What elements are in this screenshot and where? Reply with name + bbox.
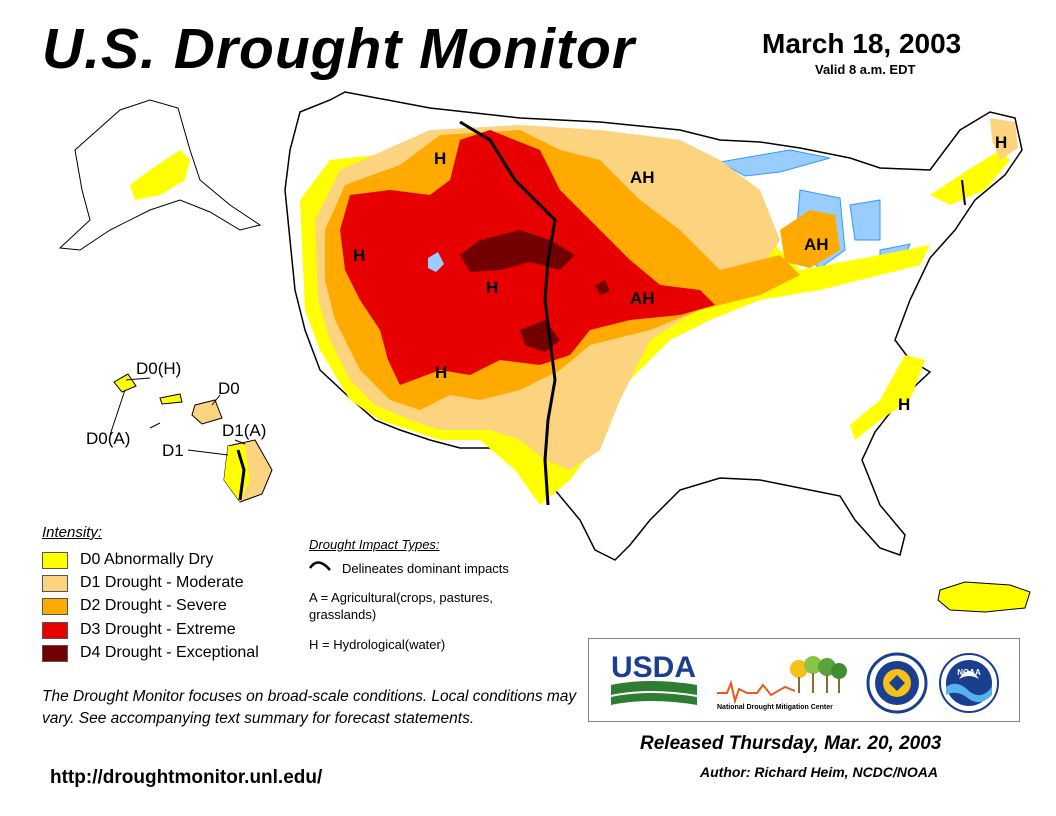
map-label-kansas: AH	[630, 289, 655, 308]
impact-line-label: Delineates dominant impacts	[342, 561, 509, 576]
hawaii-label-d0h: D0(H)	[136, 359, 181, 378]
disclaimer-text: The Drought Monitor focuses on broad-sca…	[42, 688, 577, 727]
map-label-michigan: AH	[804, 235, 829, 254]
usda-logo-text: USDA	[611, 651, 696, 684]
page-title: U.S. Drought Monitor	[42, 17, 636, 81]
legend-label-d2: D2 Drought - Severe	[80, 597, 227, 614]
legend-title: Intensity:	[42, 524, 103, 541]
hawaii-maui	[191, 399, 223, 425]
logo-graphics: USDA National Drought Mitigation Center	[611, 651, 999, 714]
hawaii-label-d0a: D0(A)	[86, 429, 130, 448]
impact-line-northeast	[961, 179, 966, 206]
partner-logos: USDA National Drought Mitigation Center	[588, 638, 1020, 722]
impact-hydrological-label: H = Hydrological(water)	[309, 637, 446, 652]
map-label-great-basin: H	[353, 246, 365, 265]
hawaii-big-island-d0	[224, 445, 250, 502]
ndmc-logo: National Drought Mitigation Center	[717, 656, 847, 711]
map-label-montana: H	[434, 149, 446, 168]
legend-swatch-d4	[42, 644, 68, 662]
impact-line-glyph	[308, 561, 331, 571]
d0-carolinas	[850, 355, 925, 440]
legend-label-d1: D1 Drought - Moderate	[80, 574, 244, 591]
ndmc-logo-text: National Drought Mitigation Center	[717, 704, 833, 711]
legend-item-d0: D0 Abnormally Dry	[42, 550, 213, 570]
noaa-logo-text: NOAA	[957, 668, 981, 677]
legend-swatch-d3	[42, 621, 68, 639]
hawaii-label-d0: D0	[218, 379, 240, 398]
puerto-rico	[937, 581, 1031, 613]
impact-types-title: Drought Impact Types:	[309, 537, 440, 552]
map-label-colorado: H	[486, 278, 498, 297]
hawaii-label-d1: D1	[162, 441, 184, 460]
great-salt-lake	[428, 252, 444, 272]
d0-northeast	[930, 150, 1010, 205]
legend-label-d4: D4 Drought - Exceptional	[80, 644, 259, 661]
usda-logo: USDA	[611, 651, 697, 705]
d1-northeast	[990, 118, 1018, 160]
legend-item-d4: D4 Drought - Exceptional	[42, 643, 259, 663]
valid-time: Valid 8 a.m. EDT	[815, 62, 916, 77]
map-label-dakota: AH	[630, 168, 655, 187]
map-label-northeast: H	[995, 133, 1007, 152]
legend-swatch-d1	[42, 574, 68, 592]
legend-swatch-d2	[42, 597, 68, 615]
hawaii-label-d1a: D1(A)	[222, 421, 266, 440]
noaa-logo: NOAA	[939, 653, 999, 713]
alaska-d0	[130, 150, 190, 200]
hawaii-molokai	[159, 393, 183, 405]
d4-region	[460, 230, 610, 352]
map-label-arizona: H	[435, 363, 447, 382]
impact-line-hawaii	[236, 449, 246, 501]
map-label-carolina: H	[898, 395, 910, 414]
hawaii-connectors	[109, 377, 246, 456]
legend-label-d0: D0 Abnormally Dry	[80, 551, 214, 568]
legend-label-d3: D3 Drought - Extreme	[80, 621, 236, 638]
author-credit: Author: Richard Heim, NCDC/NOAA	[700, 764, 939, 780]
commerce-seal	[866, 652, 928, 714]
legend-item-d3: D3 Drought - Extreme	[42, 620, 236, 640]
legend-swatch-d0	[42, 551, 68, 569]
legend-item-d2: D2 Drought - Severe	[42, 596, 227, 616]
release-date: Released Thursday, Mar. 20, 2003	[640, 733, 942, 754]
map-date: March 18, 2003	[762, 28, 962, 59]
legend-item-d1: D1 Drought - Moderate	[42, 573, 244, 593]
website-url[interactable]: http://droughtmonitor.unl.edu/	[50, 767, 323, 788]
impact-line-west	[459, 120, 557, 506]
hawaii-oahu	[113, 373, 137, 393]
impact-agricultural-label: A = Agricultural(crops, pastures, grassl…	[309, 590, 493, 622]
d2-michigan	[780, 210, 840, 268]
